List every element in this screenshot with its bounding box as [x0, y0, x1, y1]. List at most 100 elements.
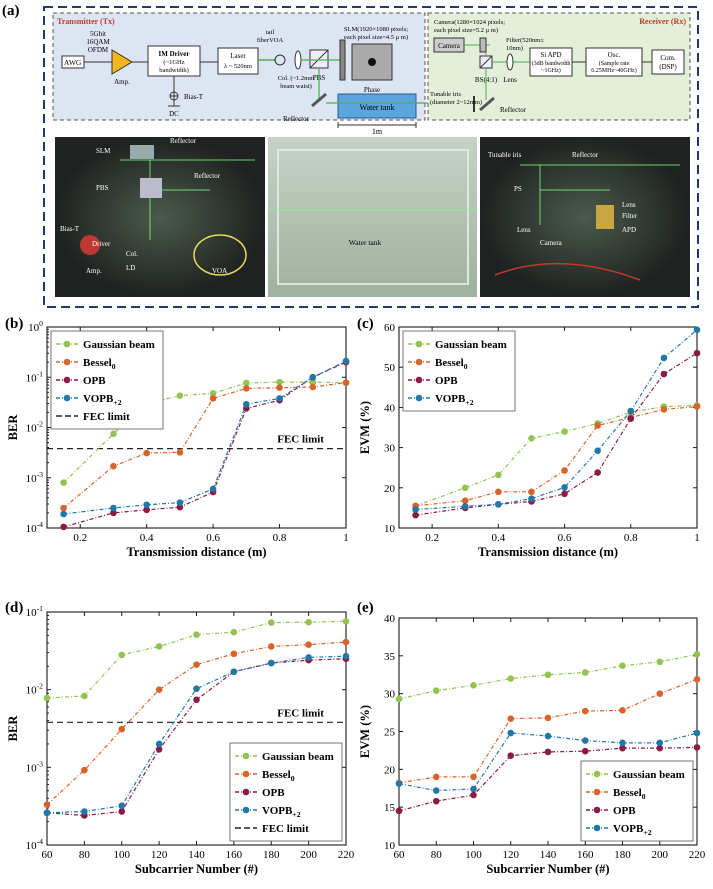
data-point — [176, 449, 184, 456]
data-point — [193, 631, 200, 639]
photo-label-reflector-2: Reflector — [194, 172, 221, 180]
data-point — [470, 773, 477, 781]
photo-label-bias-t: Bias-T — [60, 225, 80, 233]
data-point — [544, 748, 552, 756]
data-point — [43, 694, 51, 702]
data-point — [395, 695, 403, 703]
com-box — [651, 49, 685, 75]
data-point — [395, 807, 403, 815]
y-tick-label: 100 — [28, 319, 43, 334]
data-point — [193, 696, 200, 704]
data-point — [495, 500, 502, 508]
x-tick-label: 220 — [689, 849, 706, 861]
camera-spec-line-1: Camera(1280×1024 pixels; — [434, 19, 505, 26]
data-point — [43, 809, 51, 817]
dc-label: DC — [169, 110, 179, 118]
data-point — [110, 430, 117, 438]
photo-label-lens-2: Lens — [517, 226, 531, 234]
data-point — [412, 506, 419, 513]
legend-marker — [242, 788, 250, 796]
legend-item-label: Bessel0 — [262, 769, 295, 783]
series-line-3 — [46, 655, 347, 814]
fec-limit-label: FEC limit — [277, 434, 324, 446]
data-point — [528, 488, 535, 496]
legend-marker — [415, 358, 423, 366]
data-point — [561, 467, 568, 474]
photo-left — [55, 137, 265, 297]
laser-box — [217, 47, 259, 75]
panel-label: (c) — [357, 316, 374, 332]
photo-apd — [596, 205, 614, 229]
series-line-3 — [398, 732, 698, 792]
data-point — [60, 504, 67, 512]
collimator-lens — [294, 50, 302, 70]
data-point — [110, 504, 117, 512]
data-point — [155, 643, 163, 650]
data-point — [243, 385, 250, 392]
data-point — [60, 523, 67, 531]
data-point — [507, 675, 515, 682]
legend-marker — [63, 376, 71, 384]
y-tick-label: 20 — [384, 483, 396, 495]
data-point — [544, 732, 552, 740]
legend-item-label: VOPB+2 — [262, 805, 301, 819]
photo-label-reflector-1: Reflector — [170, 137, 197, 145]
im-driver-line-1: IM Driver — [159, 50, 190, 58]
si-apd-line-1: Si APD — [540, 51, 561, 59]
y-tick-label: 35 — [384, 651, 396, 663]
photo-label-lens-1: Lens — [622, 201, 636, 209]
data-point — [656, 744, 664, 752]
filter-line-1: Filter(520nm± — [506, 37, 544, 44]
x-axis-label: Transmission distance (m) — [478, 545, 618, 559]
data-point — [193, 685, 200, 692]
data-point — [412, 511, 419, 519]
data-point — [81, 808, 88, 815]
x-tick-label: 1 — [343, 532, 349, 544]
x-axis-label: Subcarrier Number (#) — [135, 862, 258, 876]
legend-item-label: VOPB+2 — [83, 393, 122, 407]
legend-item-label: Bessel0 — [435, 357, 468, 371]
data-point — [594, 469, 601, 476]
legend-item-label: Gaussian beam — [613, 769, 685, 781]
fec-limit-label: FEC limit — [277, 707, 324, 719]
y-tick-label: 10-3 — [26, 759, 44, 774]
amp-label: Amp. — [114, 78, 130, 86]
data-point — [528, 495, 535, 502]
panel-label: (b) — [5, 316, 23, 332]
panel-a-label: (a) — [2, 3, 20, 19]
data-point — [660, 406, 668, 413]
awg-label: AWG — [64, 58, 82, 67]
y-tick-label: 10-1 — [26, 604, 44, 619]
panel-a: (a) Transmitter (Tx) AWG 5Gbit 16QAM OFD… — [2, 3, 699, 308]
x-tick-label: 0.6 — [206, 532, 220, 544]
photo-label-col: Col. — [126, 250, 138, 258]
im-driver-line-2: (~1GHz — [163, 59, 184, 66]
data-point — [267, 659, 275, 667]
tail-fiber-voa-line-2: fiberVOA — [257, 37, 284, 44]
data-point — [627, 415, 635, 422]
data-point — [432, 797, 440, 805]
legend-item-label: OPB — [83, 375, 106, 387]
y-tick-label: 15 — [384, 802, 396, 814]
data-point — [619, 739, 626, 747]
si-apd-line-3: ~1GHz) — [541, 67, 561, 74]
water-tank-label: Water tank — [360, 103, 395, 112]
x-tick-label: 160 — [226, 849, 243, 861]
data-point — [276, 384, 283, 391]
data-point — [581, 737, 589, 744]
im-driver-box — [147, 45, 201, 77]
photo-label-filter: Filter — [622, 212, 638, 220]
y-axis-label: EVM (%) — [358, 705, 372, 758]
legend-marker — [593, 806, 601, 814]
data-point — [495, 488, 502, 496]
photo-label-driver: Driver — [92, 240, 111, 248]
data-point — [544, 671, 552, 679]
data-point — [342, 638, 350, 646]
data-point — [243, 379, 250, 387]
x-tick-label: 60 — [42, 849, 54, 861]
data-point — [309, 383, 317, 391]
camera-label: Camera — [438, 42, 461, 50]
data-point — [693, 729, 701, 737]
photo-right — [480, 137, 690, 297]
bias-t-label: Bias-T — [184, 93, 204, 101]
